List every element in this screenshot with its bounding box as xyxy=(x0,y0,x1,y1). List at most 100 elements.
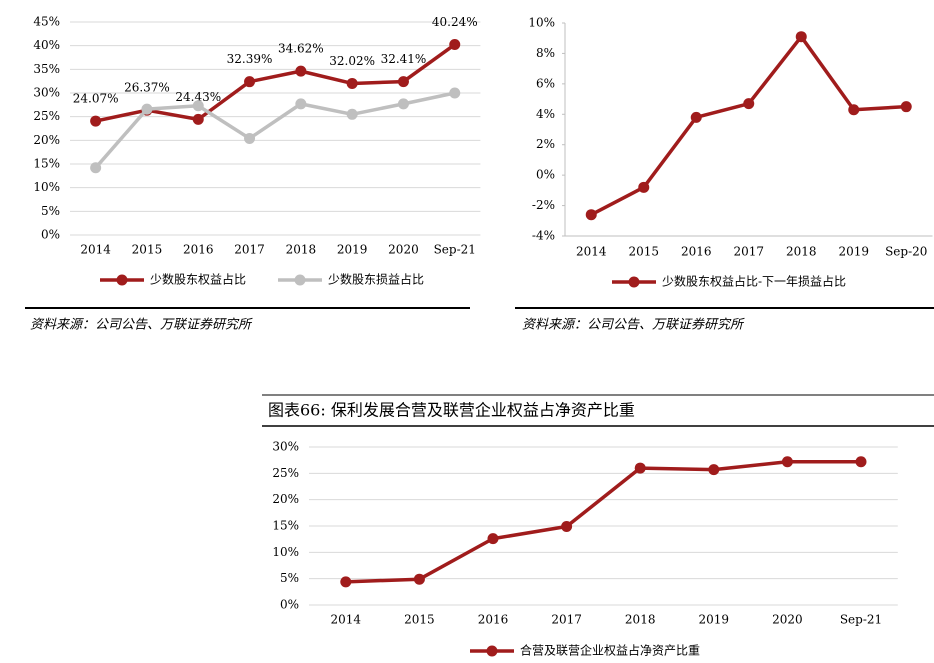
point xyxy=(449,87,461,99)
y-tick-label: -2% xyxy=(532,198,555,212)
y-tick-label: 30% xyxy=(272,440,299,454)
point xyxy=(397,98,409,110)
y-tick-label: 40% xyxy=(33,38,60,52)
x-tick-label: Sep-21 xyxy=(434,243,476,257)
y-tick-label: 5% xyxy=(41,204,60,218)
point xyxy=(638,181,650,193)
point xyxy=(487,533,499,545)
point xyxy=(449,39,461,51)
y-tick-label: 5% xyxy=(280,571,299,585)
point xyxy=(244,76,256,88)
y-tick-label: 10% xyxy=(528,16,555,30)
y-tick-label: 15% xyxy=(33,157,60,171)
data-label: 40.24% xyxy=(432,15,478,29)
y-tick-label: 6% xyxy=(536,76,555,90)
legend-marker xyxy=(628,276,640,288)
point xyxy=(295,98,307,110)
point xyxy=(192,113,204,125)
x-tick-label: 2019 xyxy=(699,613,730,627)
y-tick-label: 45% xyxy=(33,15,60,29)
point xyxy=(413,573,425,585)
point xyxy=(781,456,793,468)
point xyxy=(561,521,573,533)
y-tick-label: 35% xyxy=(33,62,60,76)
y-tick-label: 4% xyxy=(536,107,555,121)
point xyxy=(795,31,807,43)
point xyxy=(585,209,597,221)
point xyxy=(192,100,204,112)
series-line xyxy=(94,91,456,169)
point xyxy=(634,462,646,474)
x-tick-label: 2016 xyxy=(681,245,712,259)
legend-label: 少数股东权益占比 xyxy=(150,272,246,287)
data-label: 24.07% xyxy=(73,92,119,106)
point xyxy=(346,108,358,120)
y-tick-label: 0% xyxy=(536,168,555,182)
x-tick-label: 2014 xyxy=(576,245,607,259)
x-tick-label: 2014 xyxy=(80,243,111,257)
y-tick-label: 25% xyxy=(33,109,60,123)
x-tick-label: Sep-21 xyxy=(840,613,882,627)
point xyxy=(90,162,102,174)
point xyxy=(340,576,352,588)
series-line xyxy=(345,459,861,584)
legend-label: 少数股东损益占比 xyxy=(328,272,424,287)
chart-title: 图表66: 保利发展合营及联营企业权益占净资产比重 xyxy=(268,401,635,420)
point xyxy=(690,111,702,123)
y-tick-label: 15% xyxy=(272,519,299,533)
point xyxy=(708,464,720,476)
data-label: 32.02% xyxy=(329,54,375,68)
legend-label: 少数股东权益占比-下一年损益占比 xyxy=(662,274,846,289)
x-tick-label: 2017 xyxy=(733,245,764,259)
source-note: 资料来源：公司公告、万联证券研究所 xyxy=(522,317,745,333)
y-tick-label: 20% xyxy=(33,133,60,147)
x-tick-label: 2019 xyxy=(337,243,368,257)
source-note: 资料来源：公司公告、万联证券研究所 xyxy=(30,317,253,333)
data-label: 26.37% xyxy=(124,81,170,95)
x-tick-label: 2015 xyxy=(628,245,659,259)
x-tick-label: Sep-20 xyxy=(885,245,927,259)
point xyxy=(346,77,358,89)
point xyxy=(244,132,256,144)
y-tick-label: 10% xyxy=(33,180,60,194)
x-tick-label: 2017 xyxy=(234,243,265,257)
point xyxy=(743,98,755,110)
legend-marker xyxy=(294,274,306,286)
point xyxy=(855,456,867,468)
x-tick-label: 2014 xyxy=(331,613,362,627)
x-tick-label: 2018 xyxy=(286,243,317,257)
point xyxy=(90,115,102,127)
point xyxy=(295,65,307,77)
point xyxy=(141,103,153,115)
data-label: 32.41% xyxy=(381,52,427,66)
legend-label: 合营及联营企业权益占净资产比重 xyxy=(520,643,700,658)
data-label: 32.39% xyxy=(227,52,273,66)
y-tick-label: -4% xyxy=(532,229,555,243)
y-tick-label: 8% xyxy=(536,46,555,60)
x-tick-label: 2015 xyxy=(132,243,163,257)
x-tick-label: 2020 xyxy=(388,243,419,257)
x-tick-label: 2018 xyxy=(625,613,656,627)
x-tick-label: 2016 xyxy=(183,243,214,257)
y-tick-label: 0% xyxy=(41,228,60,242)
data-label: 34.62% xyxy=(278,42,324,56)
y-tick-label: 25% xyxy=(272,466,299,480)
legend-marker xyxy=(486,645,498,657)
data-label: 24.43% xyxy=(175,90,221,104)
x-tick-label: 2015 xyxy=(404,613,435,627)
x-tick-label: 2016 xyxy=(478,613,509,627)
x-tick-label: 2019 xyxy=(838,245,869,259)
point xyxy=(397,76,409,88)
y-tick-label: 0% xyxy=(280,598,299,612)
y-tick-label: 30% xyxy=(33,86,60,100)
y-tick-label: 20% xyxy=(272,492,299,506)
y-tick-label: 10% xyxy=(272,545,299,559)
series-line xyxy=(95,43,456,123)
legend-marker xyxy=(116,274,128,286)
x-tick-label: 2020 xyxy=(772,613,803,627)
x-tick-label: 2017 xyxy=(551,613,582,627)
point xyxy=(848,104,860,116)
point xyxy=(900,101,912,113)
